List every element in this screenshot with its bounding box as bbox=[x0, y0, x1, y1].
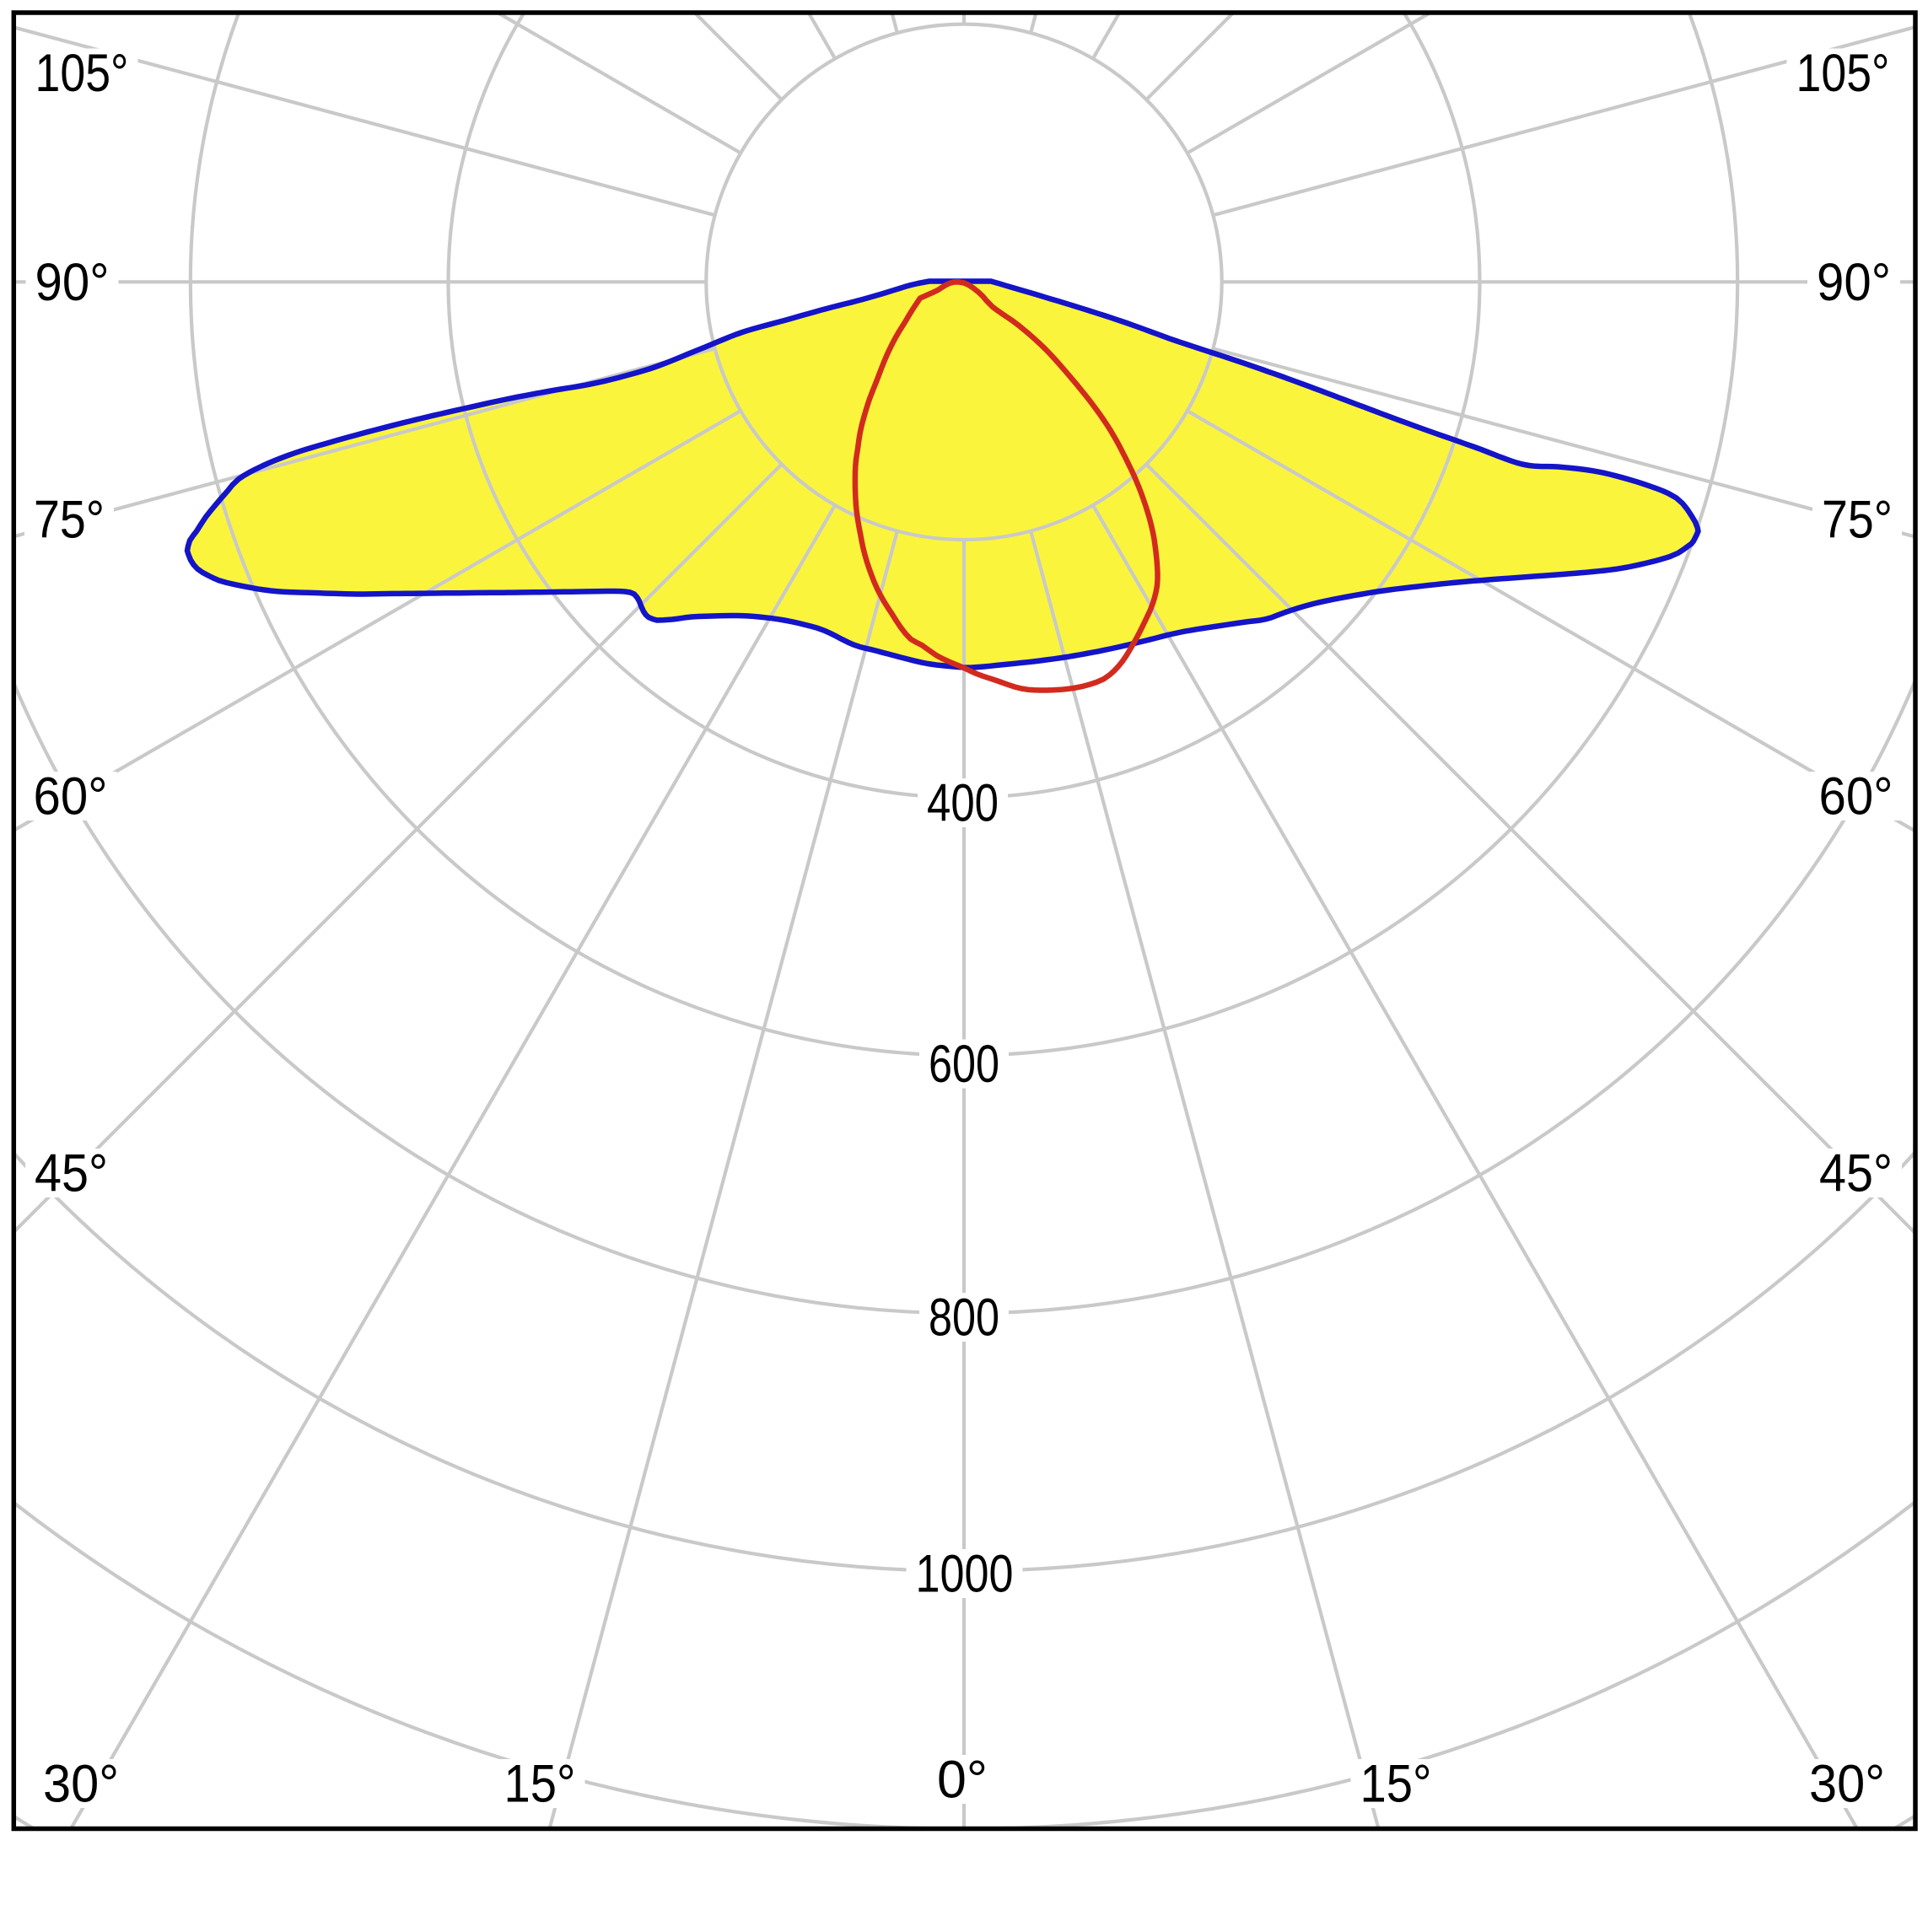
svg-text:90°: 90° bbox=[1817, 253, 1891, 312]
svg-text:15°: 15° bbox=[1360, 1755, 1432, 1814]
svg-text:1000: 1000 bbox=[916, 1545, 1014, 1604]
svg-text:105°: 105° bbox=[35, 44, 129, 103]
svg-text:600: 600 bbox=[929, 1035, 999, 1094]
svg-text:105°: 105° bbox=[1796, 44, 1890, 103]
svg-text:800: 800 bbox=[929, 1289, 999, 1348]
svg-text:60°: 60° bbox=[1819, 767, 1893, 826]
svg-text:45°: 45° bbox=[35, 1144, 108, 1203]
svg-text:75°: 75° bbox=[1822, 491, 1893, 550]
svg-text:30°: 30° bbox=[1809, 1755, 1885, 1814]
svg-text:400: 400 bbox=[927, 774, 999, 833]
svg-text:30°: 30° bbox=[43, 1755, 119, 1814]
svg-text:90°: 90° bbox=[35, 253, 110, 312]
svg-text:15°: 15° bbox=[504, 1755, 576, 1814]
svg-text:45°: 45° bbox=[1819, 1144, 1893, 1203]
svg-text:60°: 60° bbox=[34, 767, 108, 826]
svg-text:75°: 75° bbox=[34, 491, 105, 550]
svg-text:0°: 0° bbox=[937, 1751, 988, 1810]
